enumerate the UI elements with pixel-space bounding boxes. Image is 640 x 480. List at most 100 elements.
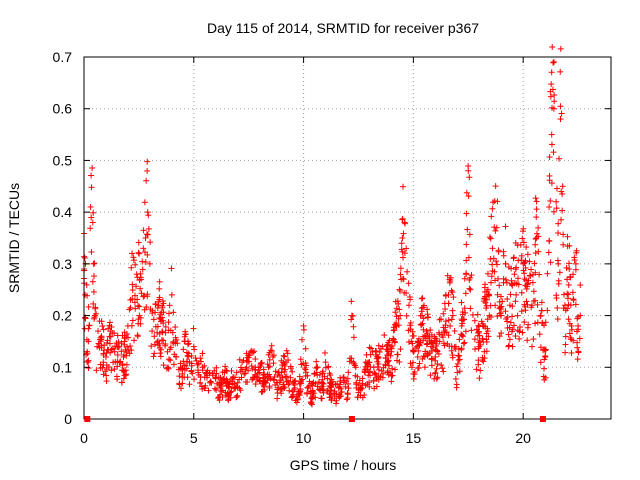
data-point (550, 58, 557, 65)
data-point (84, 348, 91, 355)
data-point (313, 365, 320, 372)
data-point (492, 227, 499, 234)
data-point (492, 277, 499, 284)
data-point (434, 361, 441, 368)
data-point (505, 331, 512, 338)
data-point (418, 308, 425, 315)
data-point (423, 341, 430, 348)
data-point (456, 336, 463, 343)
data-point (148, 343, 155, 350)
data-point (267, 374, 274, 381)
data-point (100, 359, 107, 366)
data-point (359, 375, 366, 382)
data-point (443, 329, 450, 336)
data-point (105, 325, 112, 332)
data-point (509, 303, 516, 310)
data-point (561, 302, 568, 309)
axis-marker (348, 416, 355, 422)
data-point (91, 314, 98, 321)
data-point (398, 246, 405, 253)
data-point (219, 387, 226, 394)
data-point (154, 304, 161, 311)
data-point (185, 350, 192, 357)
data-point (137, 314, 144, 321)
data-point (479, 320, 486, 327)
data-point (375, 366, 382, 373)
data-point (256, 377, 263, 384)
data-point (311, 370, 318, 377)
data-point (368, 345, 375, 352)
data-point (201, 384, 208, 391)
data-point (101, 347, 108, 354)
data-point (532, 250, 539, 257)
data-point (211, 367, 218, 374)
data-point (163, 365, 170, 372)
data-point (533, 214, 540, 221)
data-point (237, 387, 244, 394)
data-point (467, 305, 474, 312)
data-point (350, 334, 357, 341)
data-point (98, 318, 105, 325)
data-point (160, 320, 167, 327)
data-point (557, 45, 564, 52)
data-point (397, 287, 404, 294)
data-point (396, 286, 403, 293)
data-point (91, 260, 98, 267)
data-point (112, 343, 119, 350)
data-point (459, 332, 466, 339)
data-point (156, 278, 163, 285)
data-point (466, 285, 473, 292)
data-point (489, 245, 496, 252)
data-point (403, 312, 410, 319)
data-point (516, 324, 523, 331)
data-point (297, 356, 304, 363)
data-point (309, 401, 316, 408)
data-point (213, 364, 220, 371)
data-point (427, 327, 434, 334)
data-point (310, 394, 317, 401)
data-point (223, 367, 230, 374)
data-point (219, 380, 226, 387)
data-point (538, 307, 545, 314)
data-point (496, 333, 503, 340)
data-point (176, 373, 183, 380)
data-point (384, 352, 391, 359)
data-point (485, 333, 492, 340)
data-point (157, 353, 164, 360)
data-point (354, 373, 361, 380)
data-point (167, 344, 174, 351)
data-point (473, 366, 480, 373)
data-point (225, 393, 232, 400)
data-point (425, 314, 432, 321)
data-point (496, 282, 503, 289)
data-point (487, 235, 494, 242)
data-point (176, 381, 183, 388)
data-point (250, 375, 257, 382)
data-point (118, 348, 125, 355)
data-point (349, 312, 356, 319)
data-point (495, 275, 502, 282)
data-point (497, 312, 504, 319)
data-point (425, 351, 432, 358)
data-point (465, 254, 472, 261)
data-point (391, 326, 398, 333)
data-point (182, 328, 189, 335)
data-point (409, 359, 416, 366)
data-point (380, 370, 387, 377)
data-point (568, 349, 575, 356)
data-point (554, 316, 561, 323)
data-point (172, 340, 179, 347)
data-point (408, 364, 415, 371)
data-point (446, 343, 453, 350)
data-point (222, 363, 229, 370)
data-point (144, 158, 151, 165)
data-point (522, 303, 529, 310)
data-point (461, 305, 468, 312)
data-point (492, 302, 499, 309)
data-point (498, 330, 505, 337)
data-point (542, 374, 549, 381)
data-point (488, 273, 495, 280)
data-point (92, 305, 99, 312)
data-point (576, 335, 583, 342)
